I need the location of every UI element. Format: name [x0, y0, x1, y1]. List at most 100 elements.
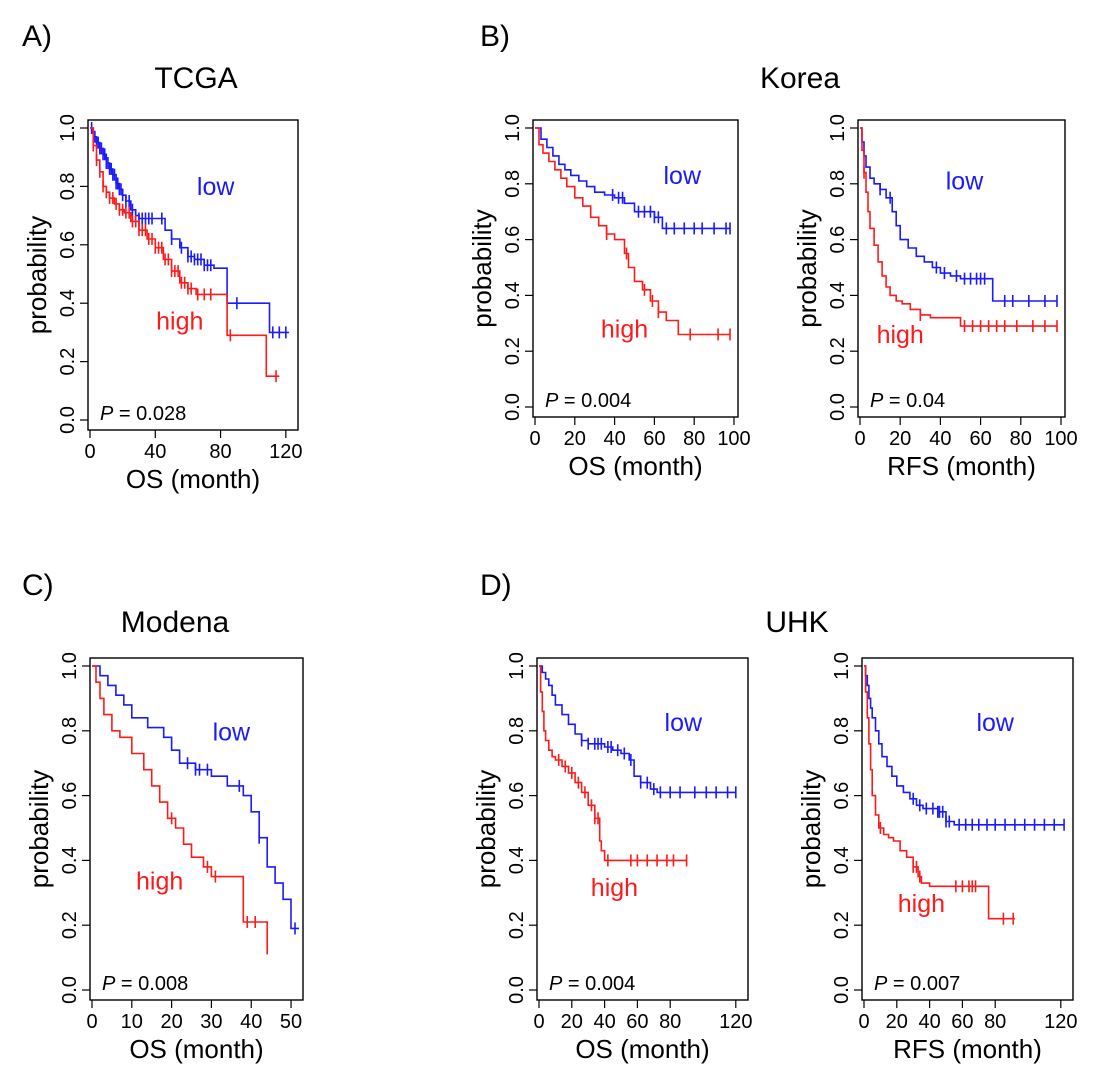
y-tick-label: 0.6 — [506, 782, 528, 810]
y-axis-label: probability — [22, 216, 52, 335]
y-tick-label: 0.0 — [59, 976, 81, 1004]
p-value: P = 0.004 — [545, 390, 631, 412]
series-label-low: low — [213, 719, 251, 747]
p-value-symbol: P — [100, 403, 114, 425]
y-tick-label: 0.2 — [502, 337, 524, 365]
panel-label-a: A) — [22, 20, 52, 53]
series-label-low: low — [197, 173, 235, 201]
plots-layer: 0.0 0.2 0.4 0.6 0.8 1.0 0 40 80 120 OS (month) prob… — [22, 114, 1078, 1064]
y-tick-label: 0.2 — [506, 911, 528, 939]
series-label-high: high — [156, 307, 203, 335]
km-curve-high — [539, 665, 687, 862]
km-curve-low — [860, 127, 1057, 302]
y-tick-label: 0.6 — [831, 782, 853, 810]
y-tick-label: 0.8 — [57, 172, 79, 200]
p-value-symbol: P — [870, 390, 884, 412]
p-value: P = 0.008 — [102, 973, 188, 995]
km-curve-low — [864, 665, 1065, 826]
y-tick-label: 1.0 — [57, 114, 79, 142]
y-tick-label: 0.8 — [59, 717, 81, 745]
y-tick-label: 1.0 — [827, 114, 849, 142]
series-label-high: high — [877, 321, 924, 349]
p-value-number: = 0.028 — [113, 403, 186, 425]
plot-uhk-os: 0.0 0.2 0.4 0.6 0.8 1.0 0 20 40 60 80 120 OS (month)… — [471, 652, 752, 1064]
km-curve-high — [90, 127, 280, 377]
y-tick-label: 0.2 — [57, 348, 79, 376]
x-tick-label: 20 — [889, 428, 911, 450]
y-axis-label: probability — [24, 770, 54, 889]
km-curve-high — [92, 665, 268, 955]
p-value-number: = 0.004 — [558, 390, 631, 412]
series-label-low: low — [664, 162, 702, 190]
panel-label-b: B) — [480, 20, 510, 53]
x-tick-label: 20 — [564, 428, 586, 450]
group-title-uhk: UHK — [765, 606, 828, 639]
y-tick-label: 0.4 — [502, 281, 524, 309]
x-tick-label: 80 — [209, 441, 231, 463]
x-tick-label: 0 — [858, 1011, 869, 1033]
plot-frame — [87, 119, 299, 431]
x-tick-label: 50 — [280, 1011, 302, 1033]
x-tick-label: 20 — [886, 1011, 908, 1033]
x-axis-label: OS (month) — [575, 1034, 709, 1064]
plot-frame — [532, 119, 739, 418]
group-title-tcga: TCGA — [154, 62, 237, 95]
x-tick-label: 100 — [717, 428, 750, 450]
x-tick-label: 0 — [854, 428, 865, 450]
series-label-low: low — [665, 709, 703, 737]
plot-frame — [89, 657, 304, 1001]
y-axis-label: probability — [792, 209, 822, 328]
x-tick-label: 40 — [240, 1011, 262, 1033]
y-tick-label: 0.0 — [502, 393, 524, 421]
y-axis-label: probability — [796, 770, 826, 889]
group-title-modena: Modena — [121, 606, 230, 639]
p-value: P = 0.028 — [100, 403, 186, 425]
x-tick-label: 40 — [144, 441, 166, 463]
panel-label-c: C) — [22, 569, 54, 602]
y-tick-label: 0.6 — [59, 782, 81, 810]
x-tick-label: 0 — [84, 441, 95, 463]
p-value-number: = 0.04 — [883, 390, 945, 412]
x-tick-label: 0 — [529, 428, 540, 450]
x-tick-label: 20 — [561, 1011, 583, 1033]
series-label-low: low — [976, 709, 1014, 737]
p-value-symbol: P — [102, 973, 116, 995]
x-tick-label: 80 — [1010, 428, 1032, 450]
y-axis-label: probability — [471, 770, 501, 889]
plot-frame — [536, 657, 749, 1001]
x-tick-label: 0 — [86, 1011, 97, 1033]
km-curve-low — [90, 127, 290, 334]
x-tick-label: 0 — [533, 1011, 544, 1033]
y-tick-label: 1.0 — [502, 114, 524, 142]
x-tick-label: 120 — [719, 1011, 752, 1033]
group-title-korea: Korea — [760, 62, 840, 95]
x-tick-label: 100 — [1044, 428, 1077, 450]
p-value-symbol: P — [549, 973, 563, 995]
series-label-high: high — [898, 890, 945, 918]
p-value-symbol: P — [545, 390, 559, 412]
y-tick-label: 0.4 — [831, 846, 853, 874]
x-axis-label: OS (month) — [126, 464, 260, 494]
y-tick-label: 0.8 — [831, 717, 853, 745]
x-tick-label: 60 — [643, 428, 665, 450]
plot-korea-rfs: 0.0 0.2 0.4 0.6 0.8 1.0 0 20 40 60 80 100 RFS (month… — [792, 114, 1078, 481]
y-tick-label: 1.0 — [59, 652, 81, 680]
x-tick-label: 120 — [1044, 1011, 1077, 1033]
p-value-number: = 0.004 — [562, 973, 635, 995]
y-tick-label: 0.0 — [57, 406, 79, 434]
p-value-symbol: P — [874, 973, 888, 995]
series-label-high: high — [601, 315, 648, 343]
p-value-number: = 0.008 — [115, 973, 188, 995]
plot-frame — [861, 657, 1074, 1001]
y-tick-label: 1.0 — [506, 652, 528, 680]
y-tick-label: 0.0 — [506, 976, 528, 1004]
y-tick-label: 0.6 — [827, 226, 849, 254]
x-tick-label: 60 — [951, 1011, 973, 1033]
x-tick-label: 80 — [659, 1011, 681, 1033]
y-tick-label: 1.0 — [831, 652, 853, 680]
km-curve-high — [535, 127, 730, 336]
y-tick-label: 0.6 — [502, 226, 524, 254]
x-tick-label: 40 — [918, 1011, 940, 1033]
